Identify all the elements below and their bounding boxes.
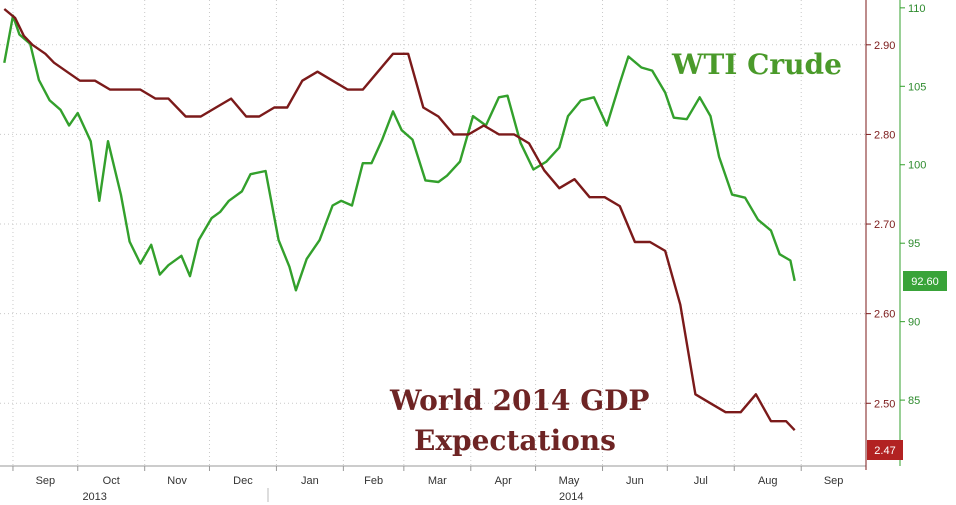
wti-tick-label: 85 <box>908 395 920 407</box>
x-tick-label: Jul <box>694 475 708 487</box>
wti-tick-label: 95 <box>908 238 920 250</box>
gdp-series-line <box>3 8 796 432</box>
year-label: 2014 <box>559 491 583 503</box>
x-tick-label: Sep <box>824 475 844 487</box>
x-tick-label: Sep <box>36 475 56 487</box>
x-tick-label: Nov <box>167 475 187 487</box>
gdp-last-value-badge: 2.47 <box>867 440 903 460</box>
x-tick-label: Apr <box>495 475 512 487</box>
year-label: 2013 <box>82 491 106 503</box>
gdp-series-label-line2: Expectations <box>414 424 616 457</box>
gdp-axis: 2.50 2.60 2.70 2.80 2.90 <box>865 0 895 470</box>
x-tick-label: Dec <box>233 475 253 487</box>
wti-tick-label: 90 <box>908 317 920 329</box>
wti-tick-label: 110 <box>908 3 926 15</box>
x-tick-label: Oct <box>103 475 120 487</box>
wti-series-label: WTI Crude <box>671 48 842 81</box>
gdp-tick-label: 2.60 <box>874 309 895 321</box>
gdp-tick-label: 2.80 <box>874 129 895 141</box>
wti-tick-label: 100 <box>908 160 926 172</box>
x-tick-label: Jan <box>301 475 319 487</box>
x-tick-label: Aug <box>758 475 778 487</box>
series-lines <box>3 8 796 432</box>
wti-tick-label: 105 <box>908 81 926 93</box>
x-tick-label: Jun <box>626 475 644 487</box>
x-tick-label: Feb <box>364 475 383 487</box>
wti-last-value-badge: 92.60 <box>903 271 947 291</box>
wti-series-line <box>3 14 796 292</box>
gdp-tick-label: 2.90 <box>874 40 895 52</box>
grid <box>0 0 867 466</box>
wti-axis: 85 90 95 100 105 110 <box>899 0 926 466</box>
x-tick-label: Mar <box>428 475 447 487</box>
gdp-last-value: 2.47 <box>874 445 895 457</box>
x-axis: Sep Oct Nov Dec Jan Feb Mar Apr May Jun Jul Aug Sep 2… <box>0 465 866 503</box>
x-tick-label: May <box>559 475 580 487</box>
gdp-series-label-line1: World 2014 GDP <box>389 384 649 417</box>
gdp-tick-label: 2.50 <box>874 398 895 410</box>
wti-last-value: 92.60 <box>911 276 939 288</box>
gdp-tick-label: 2.70 <box>874 219 895 231</box>
